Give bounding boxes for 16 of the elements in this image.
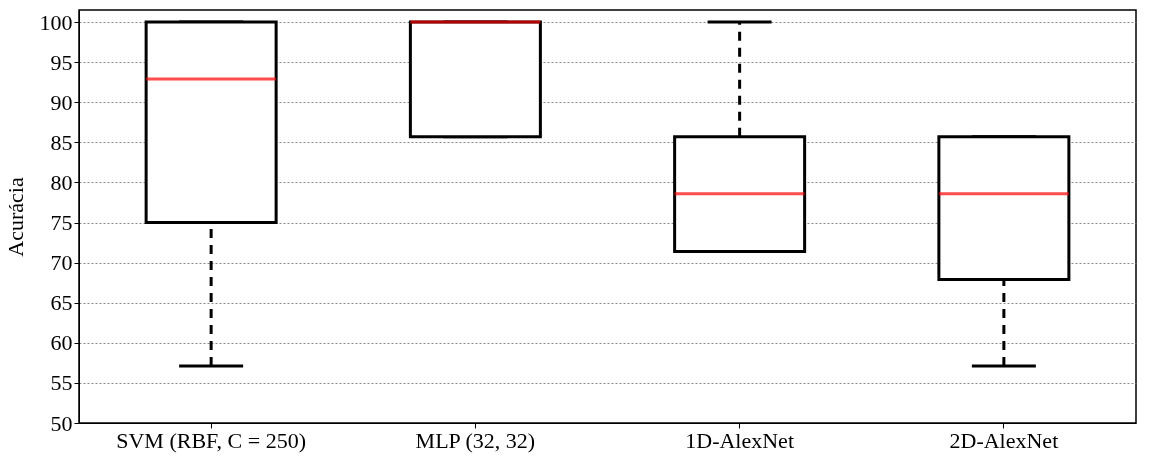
y-tick-label: 50: [50, 410, 73, 436]
y-tick-label: 65: [50, 290, 73, 316]
y-tick-label: 75: [50, 210, 73, 236]
x-tick-label: MLP (32, 32): [415, 427, 536, 453]
y-axis-title: Acurácia: [2, 177, 28, 257]
y-tick-label: 55: [50, 370, 73, 396]
y-tick-label: 70: [50, 250, 73, 276]
y-tick-label: 100: [39, 9, 73, 35]
y-tick-label: 90: [50, 89, 73, 115]
y-tick-label: 95: [50, 49, 73, 75]
y-tick-label: 60: [50, 330, 73, 356]
x-tick-label: 2D-AlexNet: [949, 427, 1059, 453]
y-tick-label: 85: [50, 129, 73, 155]
x-tick-label: 1D-AlexNet: [685, 427, 794, 453]
y-tick-label: 80: [50, 169, 73, 195]
x-tick-label: SVM (RBF, C = 250): [116, 427, 306, 453]
